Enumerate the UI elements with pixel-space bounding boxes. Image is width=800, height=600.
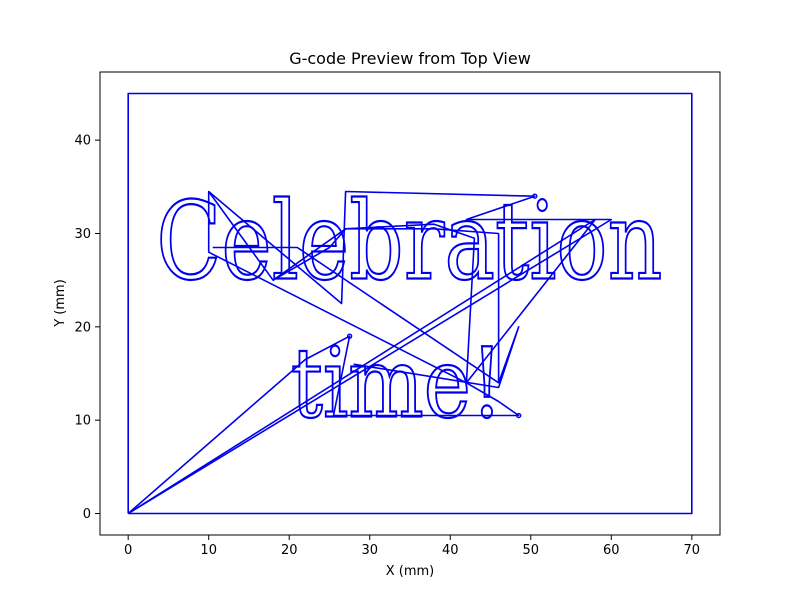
y-tick-label: 40 xyxy=(74,134,91,149)
x-tick-label: 20 xyxy=(281,543,298,558)
axes: 0 10 20 30 40 50 60 70 0 10 20 30 40 xyxy=(74,71,721,558)
x-tick-label: 30 xyxy=(361,543,378,558)
y-tick-label: 10 xyxy=(74,414,91,429)
pen-marker-0 xyxy=(346,333,353,339)
x-axis-label: X (mm) xyxy=(386,564,435,579)
x-tick-label: 70 xyxy=(684,543,701,558)
plot-area: Celebration time! xyxy=(127,92,693,515)
y-tick-label: 20 xyxy=(74,320,91,335)
series-path-travel-1 xyxy=(127,190,613,515)
series-path-travel-3 xyxy=(272,228,500,383)
y-tick-label: 30 xyxy=(74,227,91,242)
x-tick-label: 10 xyxy=(200,543,217,558)
series-path-border-0 xyxy=(127,92,693,515)
x-tick-label: 60 xyxy=(603,543,620,558)
y-tick-label: 0 xyxy=(83,507,91,522)
series-path-travel-2 xyxy=(127,191,597,515)
x-tick-label: 40 xyxy=(442,543,459,558)
annotation-text-1: time! xyxy=(291,327,503,439)
y-axis-label: Y (mm) xyxy=(53,279,68,328)
x-tick-label: 0 xyxy=(124,543,132,558)
series-path-travel-4 xyxy=(212,246,520,389)
pen-marker-2 xyxy=(516,412,522,419)
chart-title: G-code Preview from Top View xyxy=(289,49,531,68)
x-tick-label: 50 xyxy=(523,543,540,558)
annotation-text-0: Celebration xyxy=(156,179,662,304)
axes-frame xyxy=(99,71,721,536)
pen-marker-1 xyxy=(532,193,538,199)
